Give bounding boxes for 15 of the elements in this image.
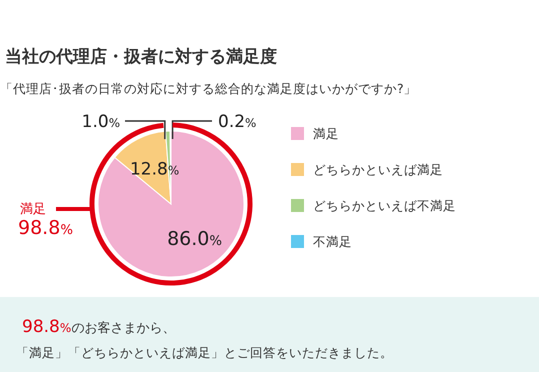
- pie-slice: [98, 130, 244, 278]
- data-label: 86.0%: [167, 228, 222, 250]
- legend-label: 不満足: [313, 234, 352, 249]
- legend-label: どちらかといえば満足: [313, 162, 443, 177]
- text: 98.8%: [18, 217, 73, 239]
- text: 98.8%のお客さまから、: [22, 317, 176, 337]
- data-label: 1.0%: [82, 112, 120, 132]
- text: 「満足」「どちらかといえば満足」とご回答をいただきました。: [16, 345, 393, 360]
- data-label: 0.2%: [218, 112, 256, 132]
- chart-title: 当社の代理店・扱者に対する満足度: [5, 47, 277, 67]
- data-label: 12.8%: [130, 159, 180, 180]
- chart-subtitle: 「代理店･扱者の日常の対応に対する総合的な満足度はいかがですか?」: [0, 81, 417, 96]
- legend-label: 満足: [313, 126, 339, 141]
- text: 満足: [20, 202, 46, 217]
- legend-label: どちらかといえば不満足: [313, 198, 456, 213]
